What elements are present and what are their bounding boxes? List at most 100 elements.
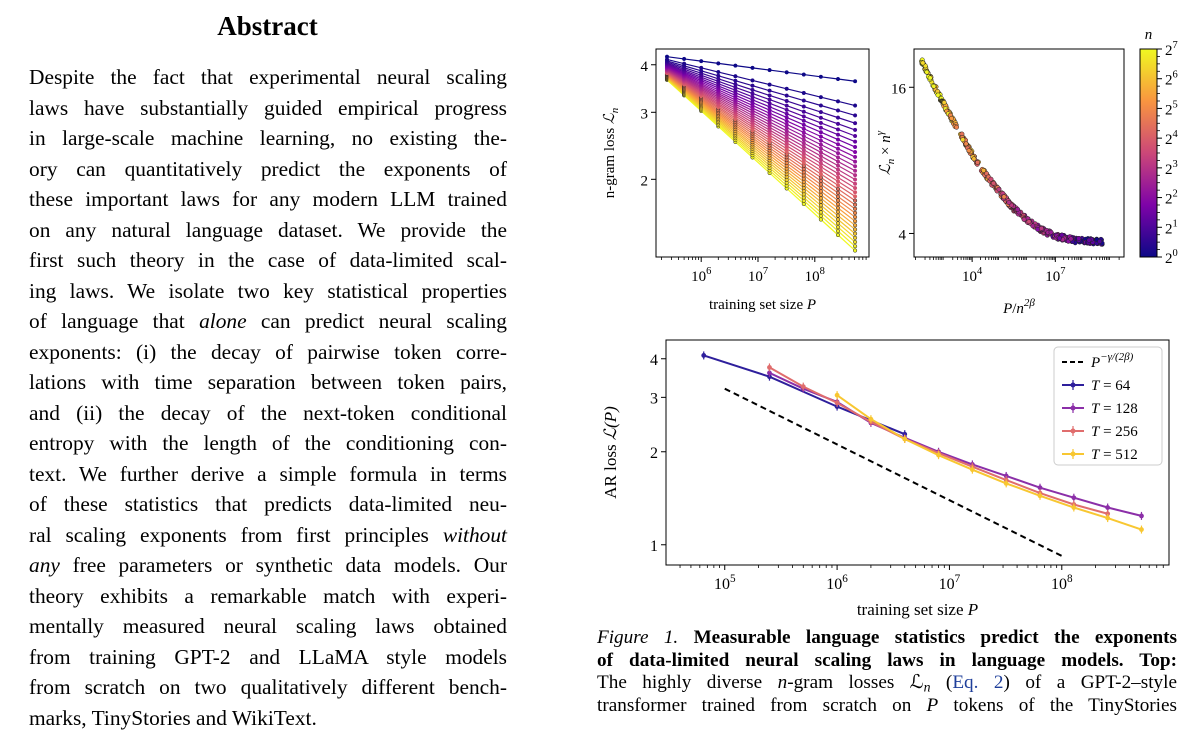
ngram-point bbox=[717, 74, 721, 78]
collapse-point bbox=[1097, 239, 1101, 243]
ngram-point bbox=[785, 104, 789, 108]
equation-link[interactable]: Eq. 2 bbox=[952, 672, 1003, 693]
abstract-text: of these statistics that predicts data-l… bbox=[29, 492, 507, 516]
ngram-point bbox=[665, 55, 669, 59]
abstract-text: free parameters or synthetic data models… bbox=[60, 553, 507, 577]
ngram-point bbox=[819, 186, 823, 190]
ngram-point bbox=[682, 57, 686, 61]
ngram-point bbox=[853, 150, 857, 154]
abstract-text: lations with time separation between tok… bbox=[29, 370, 507, 394]
ngram-point bbox=[819, 151, 823, 155]
collapse-point bbox=[949, 116, 953, 120]
ngram-point bbox=[751, 92, 755, 96]
ngram-point bbox=[836, 199, 840, 203]
ngram-point bbox=[853, 203, 857, 207]
ngram-point bbox=[836, 176, 840, 180]
ngram-point bbox=[802, 110, 806, 114]
tick-label: 3 bbox=[650, 390, 658, 407]
y-axis-label: AR loss ℒ(P) bbox=[601, 406, 620, 499]
ngram-point bbox=[853, 160, 857, 164]
ngram-point bbox=[853, 121, 857, 125]
collapse-point bbox=[1015, 207, 1019, 211]
abstract-line: on any natural language dataset. We prov… bbox=[29, 215, 507, 246]
ngram-point bbox=[768, 98, 772, 102]
y-axis-label: n-gram loss ℒn bbox=[602, 107, 621, 198]
abstract-text: these important laws for any modern LLM … bbox=[29, 187, 507, 211]
ngram-point bbox=[836, 214, 840, 218]
legend-label: T = 256 bbox=[1091, 424, 1138, 440]
tick-label: 108 bbox=[805, 266, 825, 285]
ngram-point bbox=[819, 211, 823, 215]
ngram-point bbox=[802, 73, 806, 77]
tick-label: 22 bbox=[1165, 189, 1178, 208]
ngram-point bbox=[717, 70, 721, 74]
ngram-point bbox=[699, 66, 703, 70]
tick-label: 16 bbox=[891, 81, 907, 97]
abstract-line: mentally measured neural scaling laws ob… bbox=[29, 611, 507, 642]
caption-text: ) of a GPT-2–style bbox=[1003, 672, 1177, 693]
ngram-point bbox=[836, 233, 840, 237]
ngram-point bbox=[819, 104, 823, 108]
ngram-point bbox=[717, 62, 721, 66]
collapse-point bbox=[921, 61, 925, 65]
caption-text: Measurable language statistics predict t… bbox=[694, 627, 1177, 648]
ngram-point bbox=[853, 195, 857, 199]
abstract-text: and (ii) the decay of the next-token con… bbox=[29, 401, 507, 425]
collapse-point bbox=[989, 177, 993, 181]
x-axis-label: training set size P bbox=[857, 600, 978, 619]
ngram-point bbox=[819, 214, 823, 218]
tick-label: 107 bbox=[939, 573, 961, 593]
ngram-point bbox=[853, 140, 857, 144]
ngram-point bbox=[836, 138, 840, 142]
ngram-point bbox=[802, 148, 806, 152]
abstract-text: of language that bbox=[29, 309, 199, 333]
ngram-point bbox=[836, 151, 840, 155]
collapse-point bbox=[967, 148, 971, 152]
collapse-point bbox=[928, 76, 932, 80]
ngram-point bbox=[802, 145, 806, 149]
collapse-point bbox=[991, 181, 995, 185]
ngram-point bbox=[836, 128, 840, 132]
tick-label: 104 bbox=[962, 266, 983, 285]
caption-text: tokens of the TinyStories bbox=[938, 695, 1177, 716]
collapse-point bbox=[972, 157, 976, 161]
ngram-point bbox=[768, 68, 772, 72]
ngram-point bbox=[819, 158, 823, 162]
ngram-point bbox=[802, 141, 806, 145]
collapse-point bbox=[1077, 236, 1081, 240]
ngram-point bbox=[853, 134, 857, 138]
ngram-curve bbox=[667, 70, 855, 175]
ngram-point bbox=[819, 147, 823, 151]
ngram-point bbox=[853, 104, 857, 108]
legend-label: T = 64 bbox=[1091, 378, 1131, 394]
ngram-point bbox=[819, 139, 823, 143]
ngram-point bbox=[836, 133, 840, 137]
ngram-point bbox=[853, 219, 857, 223]
ngram-point bbox=[836, 168, 840, 172]
abstract-line: these important laws for any modern LLM … bbox=[29, 184, 507, 215]
ngram-point bbox=[836, 210, 840, 214]
ngram-point bbox=[836, 100, 840, 104]
collapse-point bbox=[975, 160, 979, 164]
tick-label: 25 bbox=[1165, 99, 1178, 118]
ngram-point bbox=[785, 71, 789, 75]
ngram-point bbox=[836, 218, 840, 222]
caption-line: The highly diverse n-gram losses ℒn (Eq.… bbox=[597, 672, 1177, 695]
ngram-point bbox=[768, 94, 772, 98]
ngram-point bbox=[768, 83, 772, 87]
ngram-point bbox=[853, 114, 857, 118]
abstract-text: alone bbox=[199, 309, 247, 333]
ngram-point bbox=[836, 122, 840, 126]
ngram-point bbox=[734, 64, 738, 68]
ngram-point bbox=[853, 211, 857, 215]
ngram-point bbox=[734, 74, 738, 78]
caption-text: of data-limited neural scaling laws in l… bbox=[597, 650, 1177, 671]
ngram-point bbox=[819, 95, 823, 99]
ngram-point bbox=[853, 244, 857, 248]
ngram-point bbox=[853, 178, 857, 182]
ngram-point bbox=[819, 183, 823, 187]
ngram-point bbox=[853, 145, 857, 149]
collapse-point bbox=[1049, 230, 1053, 234]
ngram-point bbox=[853, 249, 857, 253]
collapse-point bbox=[1027, 219, 1031, 223]
